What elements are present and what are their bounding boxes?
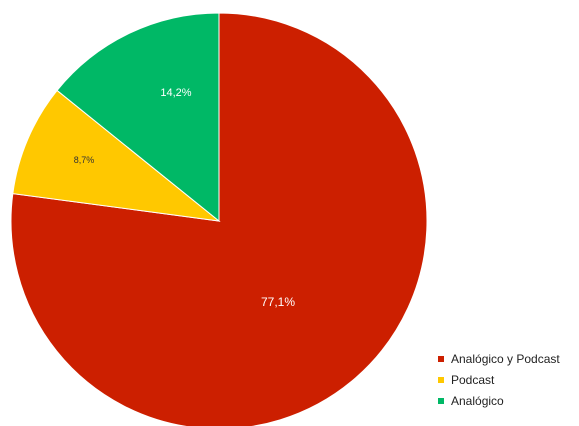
slice-data-label: 77,1% [261, 295, 295, 309]
legend-item-podcast[interactable]: Podcast [438, 369, 560, 390]
slice-data-label: 8,7% [74, 155, 95, 165]
legend-label: Podcast [451, 372, 495, 387]
pie-slice-2[interactable] [12, 89, 221, 222]
legend-swatch [438, 397, 444, 404]
legend: Analógico y Podcast Podcast Analógico [438, 348, 560, 411]
legend-item-analogico-y-podcast[interactable]: Analógico y Podcast [438, 348, 560, 369]
legend-swatch [438, 376, 444, 383]
legend-swatch [438, 355, 444, 362]
legend-item-analogico[interactable]: Analógico [438, 390, 560, 411]
legend-label: Analógico [451, 393, 504, 408]
slice-data-label: 14,2% [160, 87, 191, 99]
pie-slice-3[interactable] [56, 12, 220, 223]
legend-label: Analógico y Podcast [451, 351, 560, 366]
